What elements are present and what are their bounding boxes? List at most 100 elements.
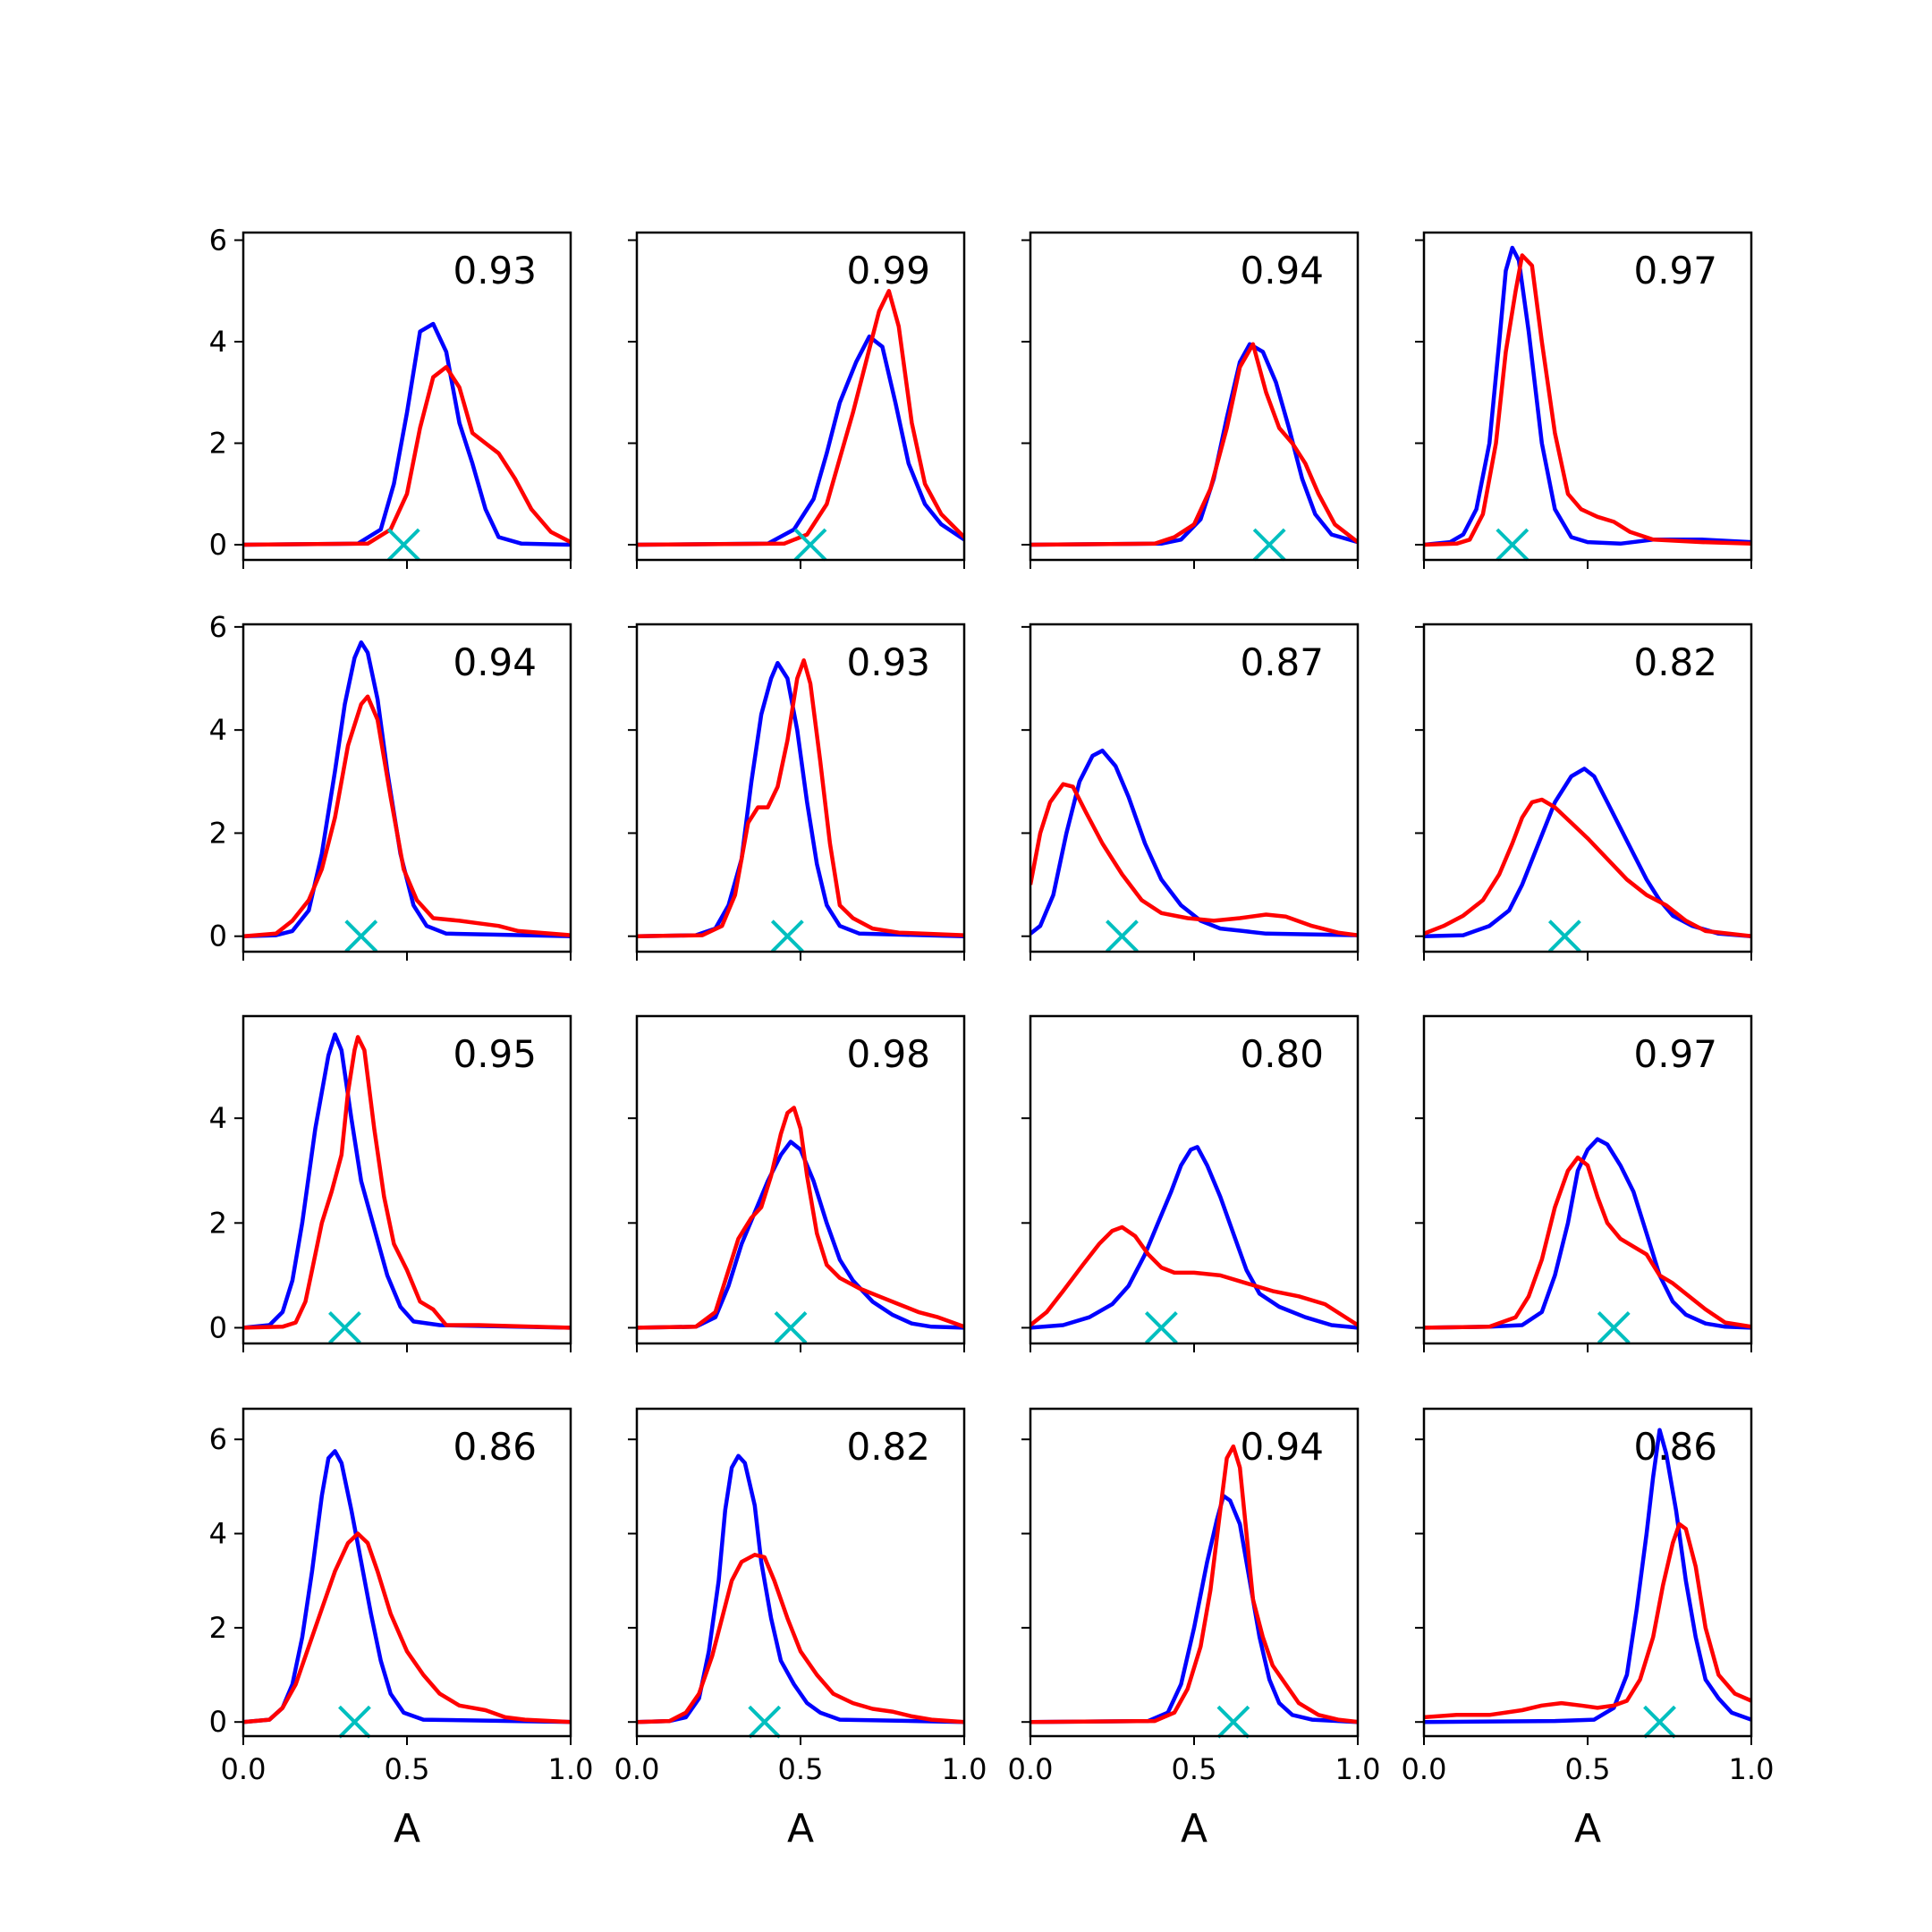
panel-value-label: 0.97 bbox=[1633, 1032, 1717, 1076]
panel-value-label: 0.82 bbox=[846, 1425, 930, 1469]
series-line-blue bbox=[1030, 342, 1358, 547]
panel-5: 0 2 4 6 0.94 bbox=[209, 610, 572, 961]
panel-12: 0.97 bbox=[1415, 1014, 1753, 1352]
series-line-red bbox=[637, 658, 964, 938]
panel-14: 0.0 0.5 1.0 A 0.82 bbox=[614, 1407, 987, 1852]
y-tick-label: 0 bbox=[209, 528, 227, 562]
series-line-blue bbox=[637, 335, 964, 547]
series-line-red bbox=[1424, 797, 1751, 938]
marker-x bbox=[1643, 1705, 1676, 1739]
panel-value-label: 0.86 bbox=[1633, 1425, 1717, 1469]
x-tick-label: 1.0 bbox=[1729, 1752, 1775, 1786]
y-tick-label: 0 bbox=[209, 919, 227, 953]
panel-7: 0.87 bbox=[1021, 623, 1360, 961]
series-line-red bbox=[243, 1531, 571, 1724]
marker-x bbox=[770, 919, 804, 953]
series-line-blue bbox=[1030, 1145, 1358, 1330]
panel-9: 0 2 4 0.95 bbox=[209, 1014, 572, 1352]
series-line-red bbox=[1030, 1224, 1358, 1327]
series-line-red bbox=[243, 1035, 571, 1330]
y-tick-label: 4 bbox=[209, 1101, 227, 1135]
marker-x bbox=[1252, 528, 1286, 562]
panel-value-label: 0.82 bbox=[1633, 640, 1717, 684]
x-tick-label: 0.0 bbox=[1008, 1752, 1054, 1786]
y-tick-label: 6 bbox=[209, 1422, 227, 1456]
y-tick-label: 4 bbox=[209, 1517, 227, 1551]
panel-value-label: 0.94 bbox=[1240, 249, 1324, 292]
series-line-red bbox=[243, 365, 571, 547]
marker-x bbox=[1144, 1311, 1178, 1344]
y-tick-label: 6 bbox=[209, 224, 227, 258]
panel-value-label: 0.87 bbox=[1240, 640, 1324, 684]
panel-16: 0.0 0.5 1.0 A 0.86 bbox=[1402, 1407, 1775, 1852]
marker-x bbox=[1597, 1311, 1631, 1344]
series-line-red bbox=[637, 1106, 964, 1330]
x-tick-label: 1.0 bbox=[548, 1752, 594, 1786]
x-tick-label: 1.0 bbox=[942, 1752, 987, 1786]
series-line-blue bbox=[243, 1449, 571, 1724]
x-tick-label: 0.5 bbox=[778, 1752, 824, 1786]
series-line-red bbox=[1424, 253, 1751, 547]
x-tick-label: 1.0 bbox=[1335, 1752, 1381, 1786]
series-line-blue bbox=[637, 1140, 964, 1330]
x-tick-label: 0.5 bbox=[1565, 1752, 1611, 1786]
y-tick-label: 4 bbox=[209, 325, 227, 359]
series-line-red bbox=[243, 694, 571, 938]
x-tick-label: 0.5 bbox=[385, 1752, 430, 1786]
panel-value-label: 0.93 bbox=[846, 640, 930, 684]
panel-value-label: 0.80 bbox=[1240, 1032, 1324, 1076]
y-tick-label: 2 bbox=[209, 426, 227, 460]
x-axis-label: A bbox=[1574, 1806, 1601, 1852]
panel-value-label: 0.94 bbox=[1240, 1425, 1324, 1469]
series-line-blue bbox=[1424, 1428, 1751, 1724]
panel-10: 0.98 bbox=[628, 1014, 966, 1352]
panel-value-label: 0.95 bbox=[453, 1032, 537, 1076]
marker-x bbox=[748, 1705, 782, 1739]
marker-x bbox=[1496, 528, 1530, 562]
panel-value-label: 0.94 bbox=[453, 640, 537, 684]
panel-11: 0.80 bbox=[1021, 1014, 1360, 1352]
marker-x bbox=[328, 1311, 361, 1344]
panel-13: 0 2 4 6 0.0 0.5 1.0 A 0.86 bbox=[209, 1407, 594, 1852]
series-line-blue bbox=[1424, 1137, 1751, 1330]
series-line-blue bbox=[1424, 245, 1751, 547]
panel-value-label: 0.93 bbox=[453, 249, 537, 292]
x-axis-label: A bbox=[787, 1806, 814, 1852]
series-line-red bbox=[1030, 342, 1358, 547]
marker-x bbox=[774, 1311, 808, 1344]
series-line-red bbox=[1424, 1521, 1751, 1720]
series-line-blue bbox=[243, 1032, 571, 1330]
marker-x bbox=[793, 528, 827, 562]
marker-x bbox=[1106, 919, 1139, 953]
y-tick-label: 2 bbox=[209, 816, 227, 850]
series-line-red bbox=[637, 289, 964, 547]
series-line-blue bbox=[1030, 1494, 1358, 1724]
x-axis-label: A bbox=[1181, 1806, 1208, 1852]
x-axis-label: A bbox=[394, 1806, 420, 1852]
marker-x bbox=[344, 919, 378, 953]
panel-value-label: 0.97 bbox=[1633, 249, 1717, 292]
marker-x bbox=[1547, 919, 1581, 953]
series-line-red bbox=[1030, 782, 1358, 937]
series-line-red bbox=[1030, 1444, 1358, 1724]
x-tick-label: 0.5 bbox=[1172, 1752, 1217, 1786]
y-tick-label: 2 bbox=[209, 1206, 227, 1240]
panel-15: 0.0 0.5 1.0 A 0.94 bbox=[1008, 1407, 1381, 1852]
series-line-blue bbox=[637, 660, 964, 938]
y-tick-label: 0 bbox=[209, 1705, 227, 1739]
panel-8: 0.82 bbox=[1415, 623, 1753, 961]
panel-3: 0.94 bbox=[1021, 231, 1360, 569]
panel-2: 0.99 bbox=[628, 231, 966, 569]
y-tick-label: 6 bbox=[209, 610, 227, 644]
marker-x bbox=[338, 1705, 371, 1739]
y-tick-label: 2 bbox=[209, 1611, 227, 1645]
series-line-blue bbox=[243, 640, 571, 938]
y-tick-label: 4 bbox=[209, 713, 227, 747]
panel-1: 0 2 4 6 0.93 bbox=[209, 224, 572, 569]
y-tick-label: 0 bbox=[209, 1310, 227, 1344]
panel-value-label: 0.98 bbox=[846, 1032, 930, 1076]
marker-x bbox=[1216, 1705, 1250, 1739]
series-line-red bbox=[637, 1553, 964, 1724]
panel-6: 0.93 bbox=[628, 623, 966, 961]
